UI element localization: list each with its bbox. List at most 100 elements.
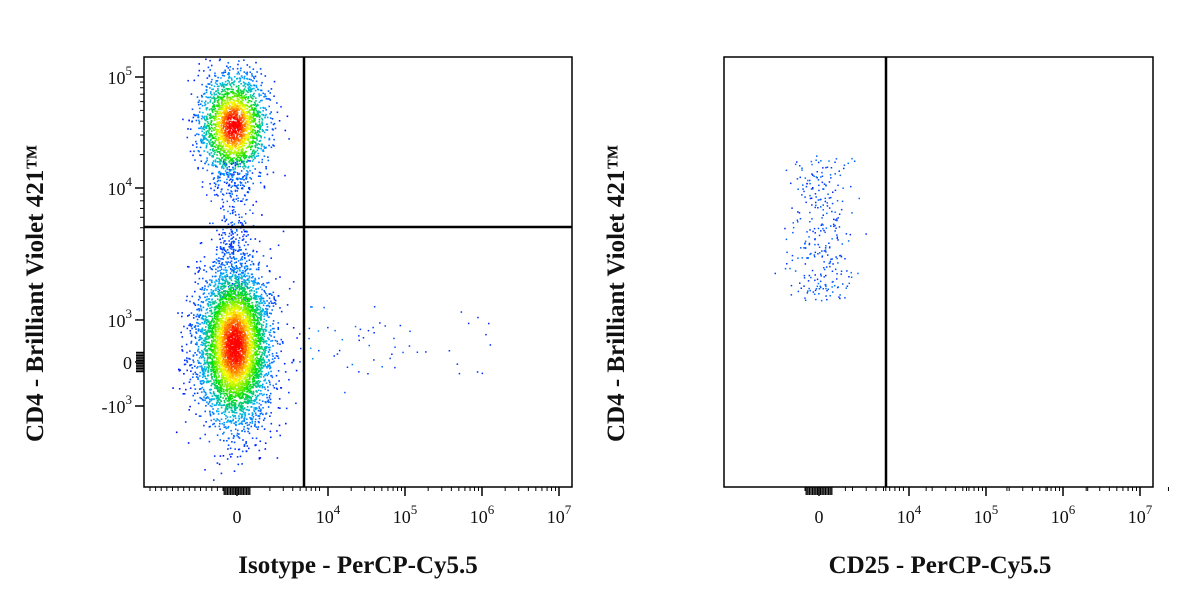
event-dot <box>199 146 202 149</box>
event-dot <box>236 456 239 458</box>
event-dot <box>237 173 239 176</box>
event-dot <box>241 282 244 285</box>
event-dot <box>244 123 247 126</box>
event-dot <box>257 133 260 136</box>
event-dot <box>212 408 214 410</box>
event-dot <box>235 92 237 95</box>
event-dot <box>220 127 223 130</box>
event-dot <box>272 171 275 174</box>
event-dot <box>243 75 246 78</box>
event-dot <box>220 141 223 144</box>
event-dot <box>230 162 233 164</box>
event-dot <box>205 323 208 325</box>
event-dot <box>277 407 280 409</box>
event-dot <box>234 115 237 117</box>
event-dot <box>230 402 233 405</box>
event-dot <box>225 93 227 95</box>
event-dot <box>215 132 217 134</box>
event-dot <box>206 121 209 123</box>
event-dot <box>231 212 234 215</box>
event-dot <box>252 121 255 123</box>
event-dot <box>223 411 225 413</box>
event-dot <box>234 182 236 185</box>
event-dot <box>222 255 225 258</box>
event-dot <box>247 128 250 131</box>
event-dot <box>216 390 219 392</box>
event-dot <box>230 147 232 149</box>
event-dot <box>228 96 230 99</box>
event-dot <box>202 135 205 138</box>
event-dot <box>252 97 254 100</box>
event-dot <box>240 389 242 392</box>
event-dot <box>224 99 226 102</box>
event-dot <box>245 408 248 411</box>
event-dot <box>263 328 266 331</box>
event-dot <box>229 126 232 129</box>
event-dot <box>239 273 241 275</box>
event-dot <box>263 155 266 157</box>
event-dot <box>230 228 232 231</box>
event-dot <box>237 71 240 73</box>
event-dot <box>243 286 245 289</box>
event-dot <box>268 305 271 308</box>
event-dot <box>228 113 231 116</box>
event-dot <box>204 433 206 436</box>
event-dot <box>242 134 244 137</box>
event-dot <box>258 118 261 121</box>
event-dot <box>214 112 217 115</box>
event-dot <box>201 104 204 107</box>
event-dot <box>245 135 247 138</box>
event-dot <box>194 336 196 338</box>
event-dot <box>233 402 236 404</box>
event-dot <box>178 388 181 390</box>
event-dot <box>203 150 205 152</box>
event-dot <box>225 139 227 141</box>
event-dot <box>186 295 188 298</box>
event-dot <box>211 116 213 119</box>
event-dot <box>238 177 240 180</box>
event-dot <box>223 159 225 162</box>
event-dot <box>212 222 214 225</box>
event-dot <box>233 209 235 211</box>
event-dot <box>243 95 246 97</box>
event-dot <box>261 161 263 164</box>
event-dot <box>223 209 225 211</box>
event-dot <box>181 312 183 314</box>
event-dot <box>238 316 240 319</box>
event-dot <box>250 125 252 127</box>
event-dot <box>255 301 258 303</box>
event-dot <box>254 156 256 159</box>
event-dot <box>228 112 230 114</box>
event-dot <box>239 165 241 168</box>
event-dot <box>198 314 200 317</box>
event-dot <box>230 196 232 198</box>
event-dot <box>239 142 242 144</box>
event-dot <box>211 326 214 329</box>
event-dot <box>217 131 220 133</box>
event-dot <box>252 135 254 138</box>
event-dot <box>255 335 258 338</box>
event-dot <box>222 160 225 163</box>
event-dot <box>255 133 258 136</box>
event-dot <box>242 375 244 377</box>
event-dot <box>236 228 238 231</box>
event-dot <box>231 179 234 182</box>
event-dot <box>217 145 220 147</box>
event-dot <box>255 396 257 399</box>
event-dot <box>218 161 220 163</box>
event-dot <box>237 244 240 247</box>
event-dot <box>218 233 220 236</box>
event-dot <box>214 75 217 77</box>
event-dot <box>268 395 271 397</box>
event-dot <box>230 151 232 154</box>
event-dot <box>253 108 256 111</box>
event-dot <box>229 256 231 258</box>
event-dot <box>266 396 268 399</box>
event-dot <box>233 380 236 383</box>
event-dot <box>221 99 224 101</box>
event-dot <box>223 295 225 298</box>
event-dot <box>245 362 247 365</box>
event-dot <box>244 122 246 124</box>
event-dot <box>211 268 214 271</box>
event-dot <box>244 262 247 265</box>
